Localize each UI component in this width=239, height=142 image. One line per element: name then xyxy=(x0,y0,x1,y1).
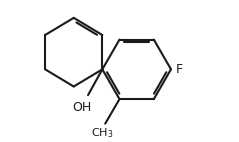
Text: CH$_3$: CH$_3$ xyxy=(91,127,114,140)
Text: F: F xyxy=(175,63,182,76)
Text: OH: OH xyxy=(73,101,92,114)
